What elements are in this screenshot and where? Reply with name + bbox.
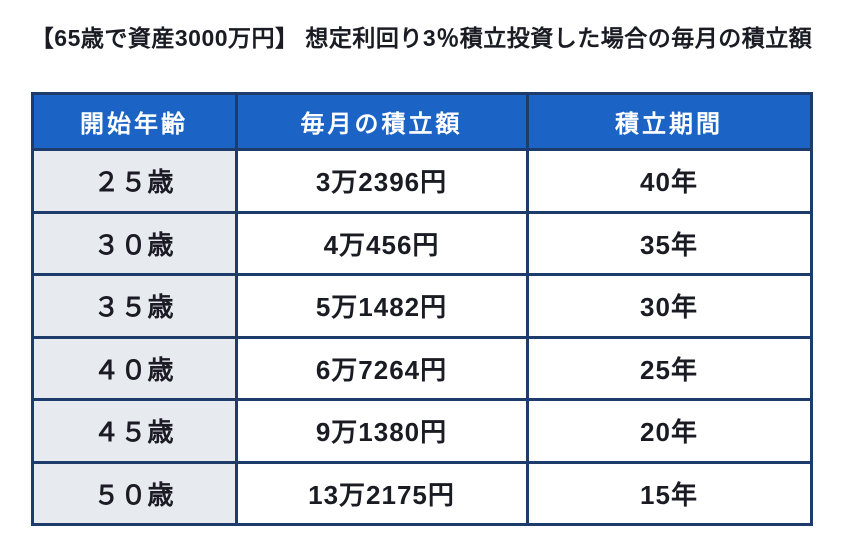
period-cell: 15年 xyxy=(525,460,813,526)
table-row: ２５歳 3万2396円 40年 xyxy=(30,148,813,214)
header-row: 開始年齢 毎月の積立額 積立期間 xyxy=(30,92,813,151)
table-row: ３５歳 5万1482円 30年 xyxy=(30,273,813,339)
age-cell: ５０歳 xyxy=(30,460,238,526)
savings-table: 開始年齢 毎月の積立額 積立期間 ２５歳 3万2396円 40年 ３０歳 4万4… xyxy=(30,92,813,526)
amount-cell: 5万1482円 xyxy=(234,273,529,339)
age-cell: ４５歳 xyxy=(30,398,238,464)
age-cell: ３０歳 xyxy=(30,210,238,276)
table-row: ４５歳 9万1380円 20年 xyxy=(30,398,813,464)
period-cell: 25年 xyxy=(525,335,813,401)
amount-cell: 9万1380円 xyxy=(234,398,529,464)
period-cell: 20年 xyxy=(525,398,813,464)
amount-cell: 4万456円 xyxy=(234,210,529,276)
period-cell: 30年 xyxy=(525,273,813,339)
age-cell: ４０歳 xyxy=(30,335,238,401)
page-title: 【65歳で資産3000万円】 想定利回り3％積立投資した場合の毎月の積立額 xyxy=(30,25,813,51)
table-row: ５０歳 13万2175円 15年 xyxy=(30,460,813,526)
amount-cell: 3万2396円 xyxy=(234,148,529,214)
age-cell: ２５歳 xyxy=(30,148,238,214)
header-monthly-amount: 毎月の積立額 xyxy=(234,92,529,151)
table-row: ３０歳 4万456円 35年 xyxy=(30,210,813,276)
header-period: 積立期間 xyxy=(525,92,813,151)
amount-cell: 13万2175円 xyxy=(234,460,529,526)
period-cell: 35年 xyxy=(525,210,813,276)
age-cell: ３５歳 xyxy=(30,273,238,339)
header-start-age: 開始年齢 xyxy=(30,92,238,151)
period-cell: 40年 xyxy=(525,148,813,214)
amount-cell: 6万7264円 xyxy=(234,335,529,401)
table-row: ４０歳 6万7264円 25年 xyxy=(30,335,813,401)
